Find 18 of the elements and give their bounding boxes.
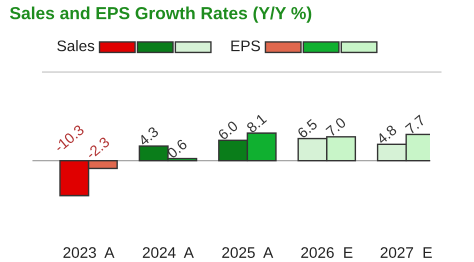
data-label: -2.3 <box>85 136 110 160</box>
data-label: 8.1 <box>246 113 268 134</box>
data-label: 6.5 <box>296 118 318 139</box>
data-label: -10.3 <box>54 124 85 153</box>
data-label: 4.3 <box>138 126 160 146</box>
x-tick-label: 2024 A <box>142 247 194 258</box>
x-tick-label: 2026 E <box>301 247 352 258</box>
legend-label: Sales <box>57 40 94 52</box>
x-tick-label: 2027 E <box>380 247 432 258</box>
legend-label: EPS <box>231 40 260 52</box>
data-label: 6.0 <box>217 120 239 140</box>
data-label: 7.0 <box>325 116 347 137</box>
data-label: 4.8 <box>376 124 398 145</box>
x-tick-label: 2023 A <box>63 247 114 258</box>
data-label: 7.7 <box>404 114 426 134</box>
x-tick-label: 2025 A <box>222 247 274 258</box>
chart-title: Sales and EPS Growth Rates (Y/Y %) <box>10 6 312 23</box>
data-label: 0.6 <box>166 138 188 159</box>
